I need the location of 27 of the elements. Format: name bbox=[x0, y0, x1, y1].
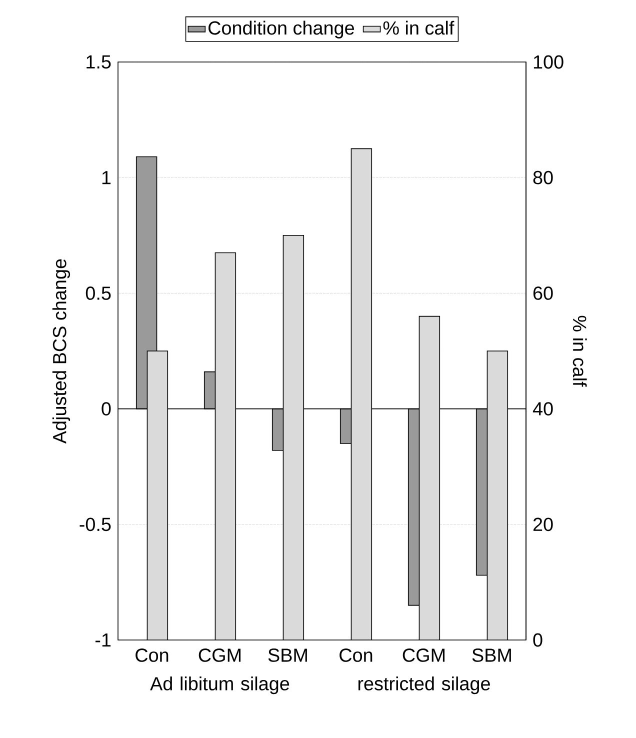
y-tick-label: -1 bbox=[96, 633, 111, 647]
x-tick-label: CGM bbox=[198, 648, 241, 662]
x-tick-label: Con bbox=[340, 648, 372, 662]
y-axis-title: Adjusted BCS change bbox=[52, 259, 70, 444]
bar bbox=[350, 148, 372, 640]
y2-tick-label: 80 bbox=[533, 170, 553, 184]
x-tick-label: CGM bbox=[402, 648, 445, 662]
x-tick-label: Con bbox=[136, 648, 168, 662]
bar bbox=[214, 252, 236, 640]
y2-tick-label: 20 bbox=[533, 518, 553, 532]
text: restricted silage bbox=[358, 676, 490, 694]
y-tick-label: 1 bbox=[102, 171, 111, 184]
y2-tick-label: 100 bbox=[534, 55, 564, 69]
y-tick-label: -0.5 bbox=[80, 518, 111, 532]
legend-label: Condition change bbox=[208, 20, 354, 38]
y-tick-label: 0.5 bbox=[86, 286, 111, 300]
y2-axis-title: % in calf bbox=[572, 316, 587, 387]
legend-label: % in calf bbox=[383, 20, 454, 35]
bar bbox=[282, 234, 304, 640]
y2-tick-label: 60 bbox=[533, 286, 553, 300]
text: Ad libitum silage bbox=[150, 676, 290, 694]
y-tick-label: 0 bbox=[102, 402, 111, 416]
y2-tick-label: 40 bbox=[532, 402, 553, 416]
y-tick-label: 1.5 bbox=[86, 55, 111, 69]
y2-tick-label: 0 bbox=[533, 633, 542, 647]
x-tick-label: SBM bbox=[268, 648, 307, 662]
x-tick-label: SBM bbox=[472, 648, 511, 662]
